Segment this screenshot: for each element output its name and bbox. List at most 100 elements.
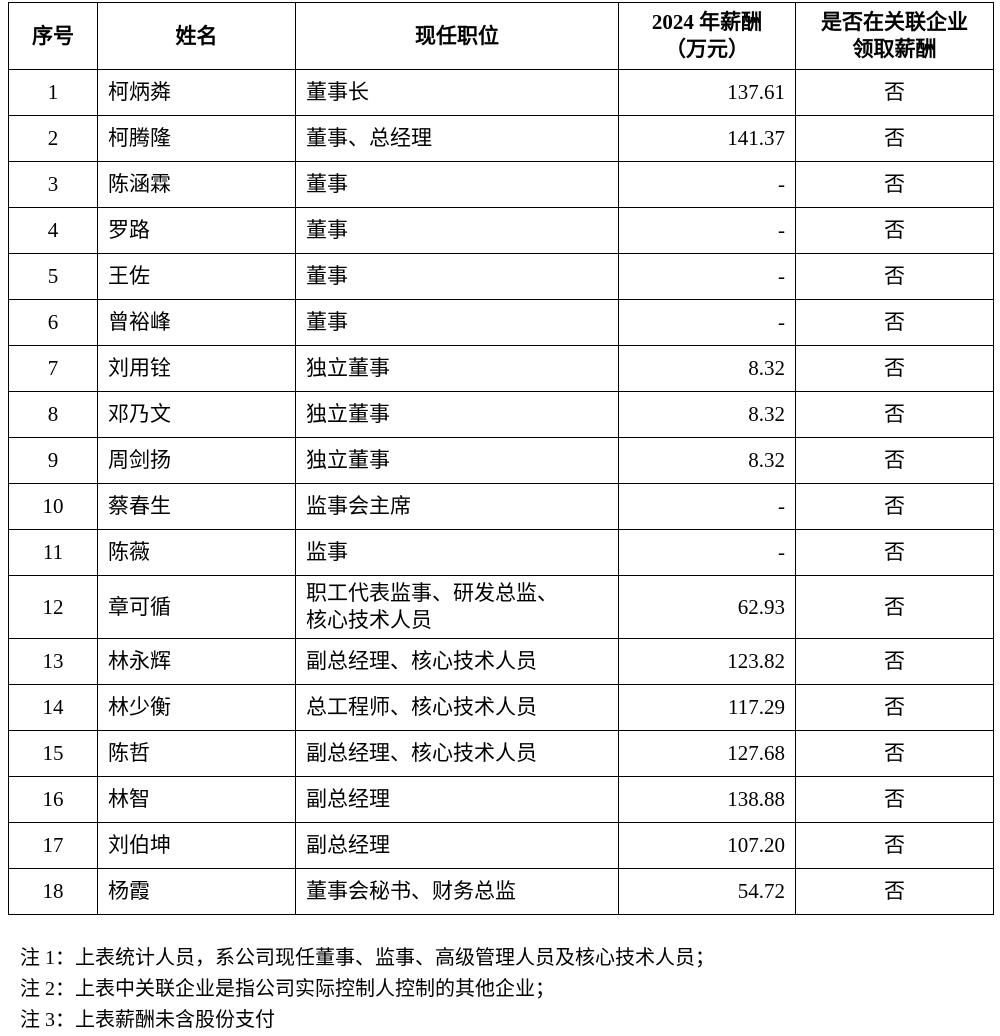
table-row: 16 林智 副总经理 138.88 否 [8,776,994,823]
table-cell: 否 [795,483,994,530]
table-cell: 林少衡 [97,684,296,731]
table-row: 14 林少衡 总工程师、核心技术人员 117.29 否 [8,684,994,731]
table-cell: 董事 [295,299,619,346]
salary-table: 序号 姓名 现任职位 2024 年薪酬 （万元） 是否在关联企业 领取薪酬 1 柯炳粦 董事… [8,2,994,915]
table-cell: 6 [8,299,98,346]
table-cell: 董事 [295,207,619,254]
table-cell: 刘伯坤 [97,822,296,869]
table-cell: 137.61 [618,69,796,116]
table-cell: 柯炳粦 [97,69,296,116]
header-row: 序号 姓名 现任职位 2024 年薪酬 （万元） 是否在关联企业 领取薪酬 [8,2,994,70]
table-cell: 副总经理、核心技术人员 [295,638,619,685]
table-cell: 否 [795,730,994,777]
table-cell: 10 [8,483,98,530]
table-cell: 副总经理、核心技术人员 [295,730,619,777]
table-row: 4 罗路 董事 - 否 [8,207,994,254]
table-row: 18 杨霞 董事会秘书、财务总监 54.72 否 [8,868,994,915]
table-cell: 陈薇 [97,529,296,576]
table-row: 3 陈涵霖 董事 - 否 [8,161,994,208]
table-row: 11 陈薇 监事 - 否 [8,529,994,576]
header-cell: 姓名 [97,2,296,70]
table-cell: 独立董事 [295,437,619,484]
table-cell: - [618,529,796,576]
table-row: 17 刘伯坤 副总经理 107.20 否 [8,822,994,869]
table-cell: 董事长 [295,69,619,116]
table-cell: 18 [8,868,98,915]
table-cell: 2 [8,115,98,162]
table-cell: 107.20 [618,822,796,869]
table-cell: 8 [8,391,98,438]
table-cell: 11 [8,529,98,576]
table-cell: 王佐 [97,253,296,300]
table-cell: 邓乃文 [97,391,296,438]
table-cell: - [618,161,796,208]
table-cell: 9 [8,437,98,484]
table-cell: 123.82 [618,638,796,685]
table-cell: 林智 [97,776,296,823]
table-cell: 柯腾隆 [97,115,296,162]
table-cell: 138.88 [618,776,796,823]
table-cell: 14 [8,684,98,731]
table-cell: 13 [8,638,98,685]
table-cell: 陈哲 [97,730,296,777]
table-cell: 17 [8,822,98,869]
table-cell: 杨霞 [97,868,296,915]
header-cell: 2024 年薪酬 （万元） [618,2,796,70]
table-cell: 章可循 [97,575,296,639]
note: 注 3：上表薪酬未含股份支付 [20,1009,275,1031]
table-cell: 127.68 [618,730,796,777]
table-cell: 独立董事 [295,345,619,392]
table-row: 12 章可循 职工代表监事、研发总监、 核心技术人员 62.93 否 [8,575,994,639]
table-cell: 否 [795,575,994,639]
table-cell: 副总经理 [295,776,619,823]
table-cell: 否 [795,207,994,254]
table-cell: 否 [795,684,994,731]
table-cell: 林永辉 [97,638,296,685]
table-cell: 否 [795,69,994,116]
table-cell: 否 [795,345,994,392]
table-row: 10 蔡春生 监事会主席 - 否 [8,483,994,530]
table-cell: - [618,207,796,254]
table-cell: 否 [795,437,994,484]
table-cell: 117.29 [618,684,796,731]
table-cell: 7 [8,345,98,392]
note: 注 1：上表统计人员，系公司现任董事、监事、高级管理人员及核心技术人员； [20,947,715,969]
table-cell: 否 [795,638,994,685]
table-row: 9 周剑扬 独立董事 8.32 否 [8,437,994,484]
table-cell: 否 [795,822,994,869]
table-cell: 董事 [295,253,619,300]
table-row: 2 柯腾隆 董事、总经理 141.37 否 [8,115,994,162]
table-cell: 4 [8,207,98,254]
table-row: 1 柯炳粦 董事长 137.61 否 [8,69,994,116]
table-cell: 曾裕峰 [97,299,296,346]
table-cell: 8.32 [618,345,796,392]
table-row: 13 林永辉 副总经理、核心技术人员 123.82 否 [8,638,994,685]
table-cell: 否 [795,115,994,162]
table-cell: 否 [795,391,994,438]
table-cell: 1 [8,69,98,116]
table-cell: 独立董事 [295,391,619,438]
table-cell: 8.32 [618,391,796,438]
table-cell: 否 [795,161,994,208]
table-cell: 刘用铨 [97,345,296,392]
table-cell: 董事 [295,161,619,208]
table-row: 7 刘用铨 独立董事 8.32 否 [8,345,994,392]
table-cell: 否 [795,299,994,346]
table-cell: 否 [795,253,994,300]
table-cell: - [618,483,796,530]
header-cell: 序号 [8,2,98,70]
table-cell: 141.37 [618,115,796,162]
table-row: 8 邓乃文 独立董事 8.32 否 [8,391,994,438]
table-cell: 否 [795,776,994,823]
table-cell: 罗路 [97,207,296,254]
table-cell: 监事会主席 [295,483,619,530]
table-row: 6 曾裕峰 董事 - 否 [8,299,994,346]
table-cell: 16 [8,776,98,823]
table-cell: 54.72 [618,868,796,915]
table-cell: 15 [8,730,98,777]
header-cell: 是否在关联企业 领取薪酬 [795,2,994,70]
table-cell: 副总经理 [295,822,619,869]
table-body: 1 柯炳粦 董事长 137.61 否 2 柯腾隆 董事、总经理 141.37 否 3 陈涵霖 董事 - 否 4… [8,69,994,915]
table-cell: 董事、总经理 [295,115,619,162]
table-cell: 否 [795,529,994,576]
